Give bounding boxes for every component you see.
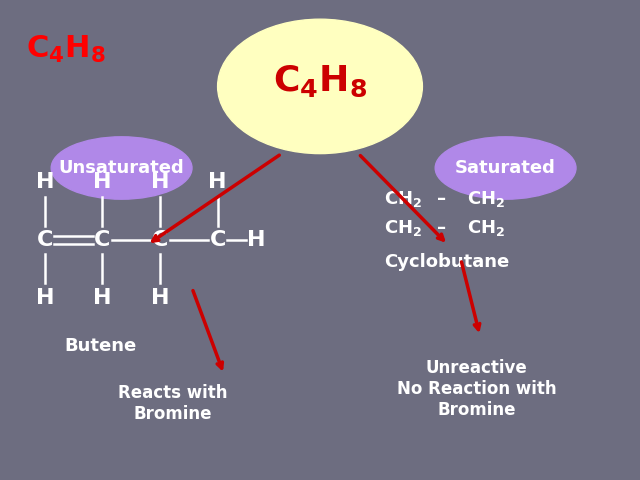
- Text: $\mathbf{C_4H_8}$: $\mathbf{C_4H_8}$: [273, 64, 367, 99]
- Text: H: H: [151, 288, 169, 308]
- Text: $\mathbf{CH_2}$: $\mathbf{CH_2}$: [384, 189, 422, 209]
- Text: C: C: [94, 230, 111, 250]
- Text: Saturated: Saturated: [455, 159, 556, 177]
- Text: $\mathbf{CH_2}$: $\mathbf{CH_2}$: [467, 218, 506, 238]
- Text: $\mathbf{CH_2}$: $\mathbf{CH_2}$: [467, 189, 506, 209]
- Ellipse shape: [51, 137, 192, 199]
- Text: Unsaturated: Unsaturated: [59, 159, 184, 177]
- Text: Unreactive
No Reaction with
Bromine: Unreactive No Reaction with Bromine: [397, 359, 557, 419]
- Text: –: –: [437, 219, 446, 237]
- Text: H: H: [36, 172, 54, 192]
- Text: H: H: [209, 172, 227, 192]
- Text: $\mathbf{C_4H_8}$: $\mathbf{C_4H_8}$: [26, 34, 106, 65]
- Text: H: H: [93, 172, 111, 192]
- Text: Butene: Butene: [64, 336, 136, 355]
- Text: Cyclobutane: Cyclobutane: [384, 252, 509, 271]
- Text: Reacts with
Bromine: Reacts with Bromine: [118, 384, 228, 422]
- Text: H: H: [36, 288, 54, 308]
- Text: C: C: [36, 230, 53, 250]
- Text: $\mathbf{CH_2}$: $\mathbf{CH_2}$: [384, 218, 422, 238]
- Text: H: H: [93, 288, 111, 308]
- Ellipse shape: [435, 137, 576, 199]
- Text: C: C: [152, 230, 168, 250]
- Text: H: H: [151, 172, 169, 192]
- Ellipse shape: [218, 19, 422, 154]
- Text: H: H: [247, 230, 265, 250]
- Text: C: C: [209, 230, 226, 250]
- Text: –: –: [437, 190, 446, 208]
